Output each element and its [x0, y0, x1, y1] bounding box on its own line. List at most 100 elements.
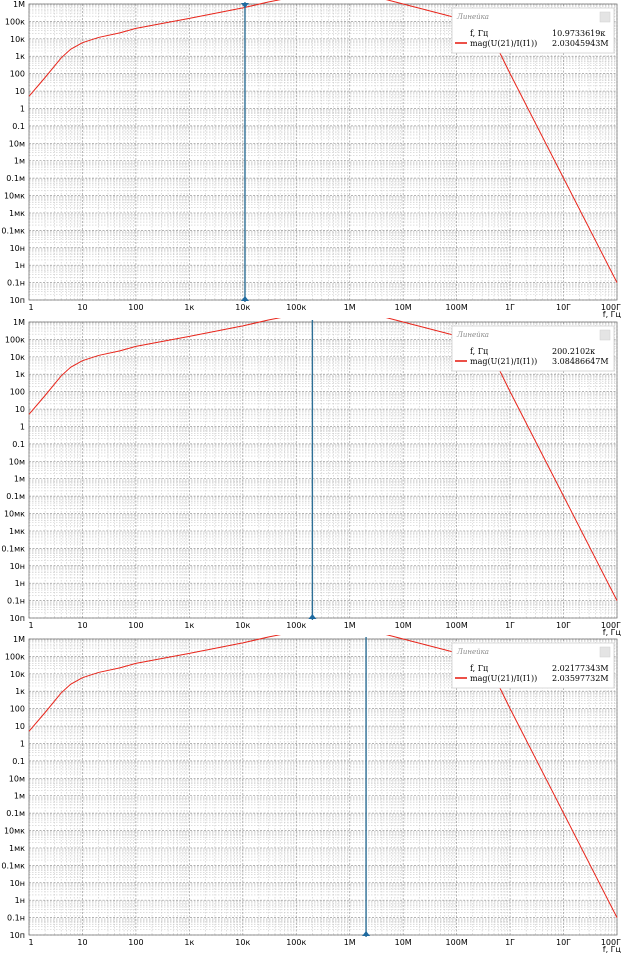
x-tick-label: 1М: [344, 303, 356, 312]
x-tick-label: 10М: [395, 621, 412, 630]
legend-series-value: 2.03597732М: [552, 674, 609, 683]
x-tick-label: 1М: [344, 621, 356, 630]
legend-close-button[interactable]: [599, 646, 611, 658]
y-tick-label: 100: [10, 388, 25, 397]
x-tick-label: 10Г: [556, 621, 571, 630]
legend-title: Линейка: [456, 648, 489, 656]
legend-box: [451, 325, 615, 372]
y-tick-label: 1мк: [9, 209, 25, 218]
y-tick-label: 100к: [5, 17, 25, 26]
x-tick-label: 1к: [184, 938, 194, 947]
chart-panel-1: 1М 100к 10к 1к 100 10 1 0.1 10м 1м 0.1м 10мк 1мк 0.1м…: [0, 0, 624, 318]
y-tick-label: 0.1: [12, 757, 25, 766]
cursor-value: 200.2102к: [552, 347, 595, 356]
cursor-handle-bottom[interactable]: [362, 931, 371, 936]
legend-box: [451, 7, 615, 54]
chart-svg: 1М 100к 10к 1к 100 10 1 0.1 10м 1м 0.1м 10мк 1мк 0.1м…: [1, 318, 622, 636]
x-tick-label: 100Г: [601, 303, 621, 312]
chart-panel-3: 1М 100к 10к 1к 100 10 1 0.1 10м 1м 0.1м 10мк 1мк 0.1м…: [0, 635, 624, 953]
cursor-handle-top[interactable]: [240, 3, 249, 8]
x-tick-label: 10Г: [556, 938, 571, 947]
x-tick-label: 100: [128, 938, 143, 947]
y-tick-label: 10п: [10, 931, 25, 940]
y-tick-label: 10м: [9, 774, 25, 783]
y-tick-label: 1: [20, 104, 25, 113]
legend-close-button[interactable]: [599, 11, 611, 23]
x-tick-label: 10к: [235, 303, 250, 312]
x-tick-label: 10М: [395, 938, 412, 947]
x-tick-label: 10Г: [556, 303, 571, 312]
x-tick-label: 100М: [446, 303, 468, 312]
plot-frame: [28, 638, 618, 936]
x-tick-label: 1М: [344, 938, 356, 947]
y-tick-label: 1к: [15, 52, 25, 61]
y-tick-label: 0.1м: [6, 174, 25, 183]
x-tick-label: 100Г: [601, 938, 621, 947]
y-tick-label: 0.1: [12, 440, 25, 449]
y-tick-label: 0.1: [12, 122, 25, 131]
cursor-value: 10.9733619к: [552, 29, 605, 38]
y-tick-label: 1М: [13, 635, 25, 644]
y-tick-label: 0.1мк: [1, 544, 25, 553]
y-tick-label: 100к: [5, 652, 25, 661]
y-tick-label: 0.1н: [7, 914, 25, 923]
y-tick-label: 100: [10, 705, 25, 714]
x-axis-label: f, Гц: [603, 628, 622, 636]
y-tick-label: 1м: [14, 792, 25, 801]
x-tick-label: 10М: [395, 303, 412, 312]
y-tick-label: 10м: [9, 139, 25, 148]
legend-box: [451, 642, 615, 689]
x-tick-label: 10: [77, 621, 87, 630]
plot-frame: [28, 321, 618, 619]
x-axis-label: f, Гц: [603, 945, 622, 953]
legend: Линейка f, Гц 200.2102к mag(U(21)/I(I1)) 3.0…: [451, 325, 615, 372]
x-tick-label: 100к: [286, 621, 306, 630]
y-tick-label: 10н: [10, 562, 25, 571]
y-tick-label: 10: [15, 722, 25, 731]
cursor-handle-bottom[interactable]: [308, 614, 317, 619]
legend-title: Линейка: [456, 331, 489, 339]
y-tick-label: 1м: [14, 475, 25, 484]
y-tick-label: 10: [15, 405, 25, 414]
y-tick-label: 10к: [10, 353, 25, 362]
x-tick-label: 100Г: [601, 621, 621, 630]
legend-close-button[interactable]: [599, 329, 611, 341]
x-tick-label: 1Г: [505, 938, 515, 947]
y-tick-label: 0.1мк: [1, 861, 25, 870]
y-tick-label: 0.1мк: [1, 226, 25, 235]
x-tick-label: 100к: [286, 303, 306, 312]
x-tick-label: 1Г: [505, 621, 515, 630]
legend: Линейка f, Гц 2.02177343М mag(U(21)/I(I1)) 2…: [451, 642, 615, 689]
cursor-value: 2.02177343М: [552, 664, 609, 673]
y-tick-label: 10н: [10, 244, 25, 253]
x-tick-label: 100: [128, 303, 143, 312]
y-tick-label: 1к: [15, 687, 25, 696]
cursor-handle-bottom[interactable]: [240, 296, 249, 301]
y-tick-label: 1н: [15, 261, 25, 270]
x-tick-label: 10: [77, 303, 87, 312]
y-tick-label: 1н: [15, 896, 25, 905]
x-tick-label: 100: [128, 621, 143, 630]
grid: [28, 3, 618, 301]
legend-series-label: mag(U(21)/I(I1)): [470, 39, 537, 48]
legend: Линейка f, Гц 10.9733619к mag(U(21)/I(I1)) 2…: [451, 7, 615, 54]
y-tick-label: 1мк: [9, 844, 25, 853]
x-tick-label: 1Г: [505, 303, 515, 312]
x-tick-label: 10: [77, 938, 87, 947]
y-tick-label: 10м: [9, 457, 25, 466]
cursor-label: f, Гц: [470, 347, 488, 356]
x-tick-label: 100М: [446, 938, 468, 947]
y-tick-label: 10к: [10, 670, 25, 679]
y-tick-label: 0.1н: [7, 597, 25, 606]
x-tick-label: 10к: [235, 621, 250, 630]
y-tick-label: 1: [20, 422, 25, 431]
legend-title: Линейка: [456, 13, 489, 21]
y-tick-label: 10: [15, 87, 25, 96]
chart-svg: 1М 100к 10к 1к 100 10 1 0.1 10м 1м 0.1м 10мк 1мк 0.1м…: [1, 635, 622, 953]
x-tick-label: 1к: [184, 621, 194, 630]
y-tick-label: 10п: [10, 296, 25, 305]
x-tick-label: 1: [28, 621, 33, 630]
y-tick-label: 10мк: [4, 192, 25, 201]
chart-panel-2: 1М 100к 10к 1к 100 10 1 0.1 10м 1м 0.1м 10мк 1мк 0.1м…: [0, 318, 624, 636]
y-tick-label: 10п: [10, 614, 25, 623]
